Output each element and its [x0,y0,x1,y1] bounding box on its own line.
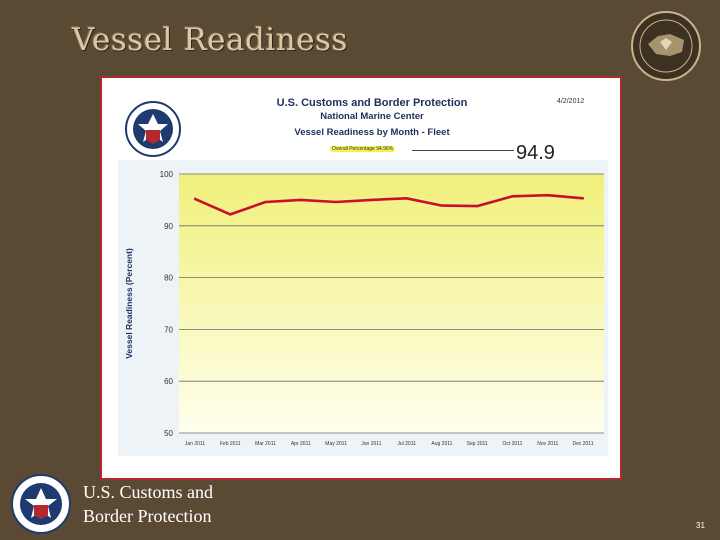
y-tick-label: 100 [160,170,174,179]
x-tick-label: Aug 2011 [431,441,452,447]
footer-line-2: Border Protection [83,506,212,526]
x-tick-label: Dec 2011 [572,441,593,447]
slide-title: Vessel Readiness [72,22,348,58]
data-point [193,197,197,201]
readiness-line-chart: 50 60 70 80 90 100 Vessel Readiness (Percent) J… [118,160,608,456]
data-point [334,200,338,204]
data-point [511,195,514,198]
footer-org-name: U.S. Customs and Border Protection [83,480,263,528]
data-point [370,198,373,202]
page-number: 31 [696,521,705,530]
data-point [229,213,232,216]
y-tick-label: 60 [164,377,173,386]
x-tick-label: Feb 2011 [220,441,241,447]
x-tick-label: Jun 2011 [361,441,381,447]
plot-area [179,174,604,433]
chart-title: Vessel Readiness by Month - Fleet [294,127,450,138]
callout-line [412,150,514,151]
cbp-seal-icon [631,11,701,81]
data-point [475,204,479,208]
y-tick-label: 50 [164,429,173,438]
callout-value: 94.9 [516,142,555,164]
x-tick-label: Jul 2011 [397,441,416,447]
dhs-seal-footer-icon [11,474,71,534]
dhs-seal-icon [125,101,181,157]
x-tick-label: Sep 2011 [467,441,488,447]
y-tick-label: 80 [164,274,173,283]
series-line [194,193,584,216]
x-tick-label: Oct 2011 [502,441,522,447]
chart-date: 4/2/2012 [557,98,585,105]
x-tick-label: Mar 2011 [255,441,276,447]
data-point [299,198,303,202]
chart-header: U.S. Customs and Border Protection Natio… [232,96,512,143]
data-point [546,194,549,197]
x-tick-label: May 2011 [325,441,347,447]
footer-line-1: U.S. Customs and [83,482,214,502]
chart-org-subtitle: National Marine Center [320,111,424,122]
x-tick-label: Nov 2011 [537,441,558,447]
x-tick-label: Apr 2011 [291,441,311,447]
y-tick-label: 70 [164,325,173,334]
chart-org-title: U.S. Customs and Border Protection [276,97,468,109]
chart-panel: U.S. Customs and Border Protection Natio… [100,76,622,480]
y-axis-label: Vessel Readiness (Percent) [124,248,134,359]
overall-percentage: Overall Percentage 94.96% [330,146,396,152]
data-point [440,204,444,207]
data-point [405,197,408,200]
y-tick-label: 90 [164,222,173,231]
x-tick-label: Jan 2011 [185,441,205,447]
data-point [581,197,585,200]
data-point [264,200,267,204]
